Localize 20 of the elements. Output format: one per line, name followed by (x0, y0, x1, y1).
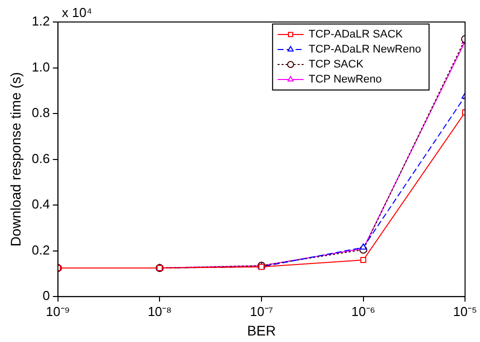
x-tick-label: 10⁻⁹ (46, 304, 70, 319)
y-tick-label: 0.4 (32, 196, 50, 212)
y-tick-label: 0.8 (32, 105, 50, 120)
y-tick-label: 1.2 (32, 14, 50, 29)
y-tick-label: 0.2 (32, 242, 50, 258)
y-tick-label: 0 (42, 288, 50, 304)
y-tick-label: 0.6 (32, 150, 50, 166)
x-tick-label: 10⁻⁵ (453, 304, 478, 319)
legend-label: TCP NewReno (308, 74, 382, 86)
x-tick-label: 10⁻⁷ (250, 304, 274, 319)
y-axis-title: Download response time (s) (7, 72, 24, 246)
legend-label: TCP SACK (308, 58, 364, 71)
x-axis-title: BER (247, 322, 276, 338)
y-tick-label: 1.0 (32, 59, 50, 74)
legend-label: TCP-ADaLR SACK (308, 28, 404, 41)
point (360, 257, 366, 263)
x-tick-label: 10⁻⁸ (148, 304, 172, 319)
x-tick-label: 10⁻⁶ (351, 304, 376, 319)
legend-label: TCP-ADaLR NewReno (308, 44, 422, 56)
text: x 10⁴ (62, 5, 92, 20)
